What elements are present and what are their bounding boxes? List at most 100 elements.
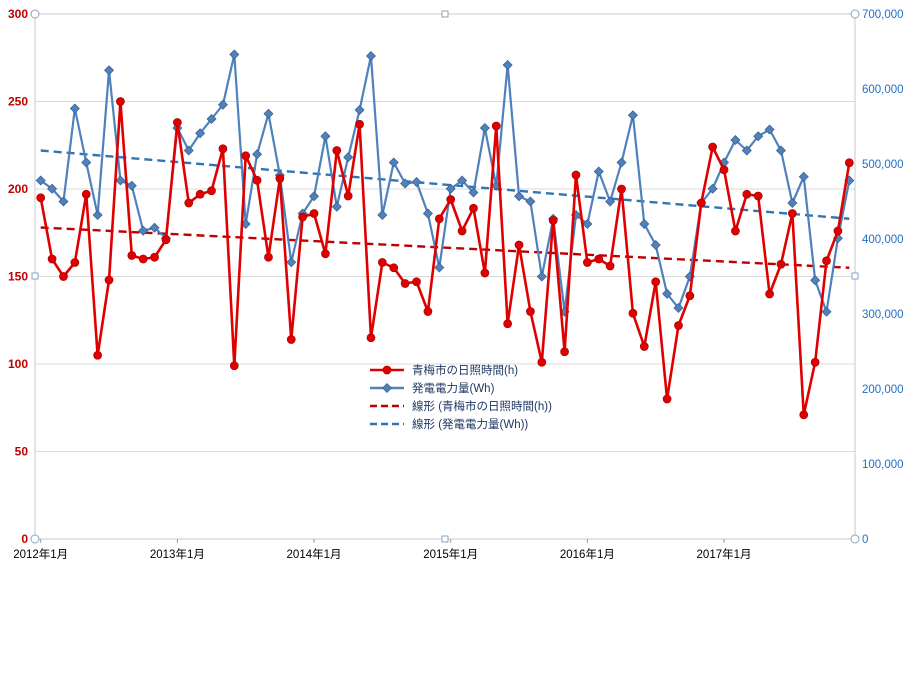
selection-handle-top-center[interactable] [441, 10, 449, 18]
marker-circle[interactable] [571, 170, 581, 180]
marker-circle[interactable] [628, 308, 638, 318]
marker-diamond[interactable] [730, 135, 741, 145]
marker-diamond[interactable] [741, 145, 752, 156]
marker-circle[interactable] [298, 212, 307, 222]
marker-diamond[interactable] [422, 208, 433, 219]
marker-circle[interactable] [526, 307, 535, 316]
marker-circle[interactable] [491, 121, 501, 131]
selection-handle-middle-right[interactable] [851, 272, 859, 280]
marker-circle[interactable] [59, 272, 68, 281]
marker-diamond[interactable] [365, 51, 376, 61]
marker-diamond[interactable] [502, 60, 513, 70]
legend-label[interactable]: 線形 (発電電力量(Wh)) [412, 417, 528, 431]
marker-diamond[interactable] [320, 131, 331, 142]
trendline-1[interactable] [40, 149, 850, 220]
marker-diamond[interactable] [35, 175, 46, 186]
marker-circle[interactable] [127, 251, 137, 260]
marker-circle[interactable] [184, 198, 194, 208]
marker-circle[interactable] [685, 291, 695, 301]
marker-circle[interactable] [651, 277, 661, 287]
marker-diamond[interactable] [468, 187, 479, 198]
marker-circle[interactable] [594, 254, 604, 264]
marker-diamond[interactable] [377, 210, 388, 220]
marker-circle[interactable] [207, 186, 216, 196]
marker-circle[interactable] [742, 189, 752, 199]
marker-diamond[interactable] [229, 49, 240, 60]
marker-diamond[interactable] [400, 178, 411, 189]
marker-diamond[interactable] [183, 145, 194, 156]
marker-diamond[interactable] [525, 196, 536, 207]
marker-diamond[interactable] [411, 177, 422, 187]
marker-circle[interactable] [480, 268, 490, 278]
marker-circle[interactable] [218, 144, 228, 154]
selection-handle-top-right[interactable] [850, 9, 860, 19]
legend[interactable]: 青梅市の日照時間(h) 発電電力量(Wh) 線形 (青梅市の日照時間(h)) 線形 (… [370, 363, 552, 431]
marker-circle[interactable] [810, 357, 820, 367]
marker-diamond[interactable] [673, 303, 684, 313]
marker-diamond[interactable] [753, 131, 764, 142]
marker-circle[interactable] [36, 193, 46, 203]
marker-circle[interactable] [81, 189, 91, 199]
selection-handle-bottom-left[interactable] [30, 534, 40, 544]
marker-diamond[interactable] [115, 175, 126, 186]
marker-diamond[interactable] [627, 110, 638, 121]
marker-circle[interactable] [321, 249, 330, 259]
marker-diamond[interactable] [514, 191, 525, 202]
marker-diamond[interactable] [252, 149, 263, 160]
marker-circle[interactable] [731, 226, 740, 236]
trendline-0[interactable] [40, 226, 850, 269]
marker-diamond[interactable] [639, 219, 650, 229]
marker-diamond[interactable] [286, 257, 297, 268]
marker-circle[interactable] [469, 203, 478, 213]
marker-diamond[interactable] [787, 198, 798, 208]
marker-circle[interactable] [355, 119, 364, 129]
marker-diamond[interactable] [58, 196, 69, 207]
marker-diamond[interactable] [434, 262, 445, 273]
marker-diamond[interactable] [775, 145, 786, 156]
marker-diamond[interactable] [149, 222, 160, 233]
marker-circle[interactable] [332, 146, 342, 155]
marker-circle[interactable] [343, 191, 353, 201]
marker-diamond[interactable] [206, 114, 217, 124]
marker-diamond[interactable] [354, 105, 365, 115]
marker-circle[interactable] [434, 214, 444, 224]
marker-diamond[interactable] [217, 99, 228, 110]
marker-circle[interactable] [138, 254, 148, 264]
marker-circle[interactable] [753, 191, 763, 201]
marker-diamond[interactable] [47, 183, 58, 194]
marker-diamond[interactable] [126, 180, 137, 191]
marker-diamond[interactable] [331, 201, 342, 212]
legend-label[interactable]: 青梅市の日照時間(h) [412, 363, 518, 377]
marker-circle[interactable] [241, 151, 251, 161]
marker-diamond[interactable] [810, 275, 821, 286]
marker-circle[interactable] [765, 289, 774, 299]
marker-diamond[interactable] [138, 225, 149, 236]
marker-circle[interactable] [104, 275, 114, 285]
marker-circle[interactable] [719, 165, 729, 175]
marker-circle[interactable] [537, 357, 547, 367]
marker-circle[interactable] [583, 258, 592, 267]
marker-circle[interactable] [560, 347, 569, 357]
marker-circle[interactable] [93, 350, 102, 360]
marker-circle[interactable] [605, 261, 615, 271]
marker-circle[interactable] [412, 277, 421, 287]
marker-diamond[interactable] [104, 65, 115, 76]
selection-handle-bottom-right[interactable] [850, 534, 860, 544]
marker-circle[interactable] [275, 174, 285, 183]
right-axis-labels[interactable]: 0 100,000 200,000 300,000 400,000 500,000 600,… [862, 9, 904, 546]
marker-diamond[interactable] [582, 219, 593, 229]
marker-diamond[interactable] [92, 210, 103, 220]
marker-diamond[interactable] [650, 240, 661, 250]
marker-diamond[interactable] [821, 306, 832, 317]
selection-handle-top-left[interactable] [30, 9, 40, 19]
selection-handle-bottom-center[interactable] [441, 535, 449, 543]
marker-diamond[interactable] [662, 288, 673, 299]
legend-label[interactable]: 発電電力量(Wh) [412, 381, 495, 395]
marker-circle[interactable] [116, 97, 125, 106]
marker-circle[interactable] [252, 175, 262, 185]
marker-circle[interactable] [696, 198, 706, 208]
marker-diamond[interactable] [388, 157, 399, 168]
marker-circle[interactable] [503, 319, 512, 329]
marker-circle[interactable] [195, 189, 205, 199]
